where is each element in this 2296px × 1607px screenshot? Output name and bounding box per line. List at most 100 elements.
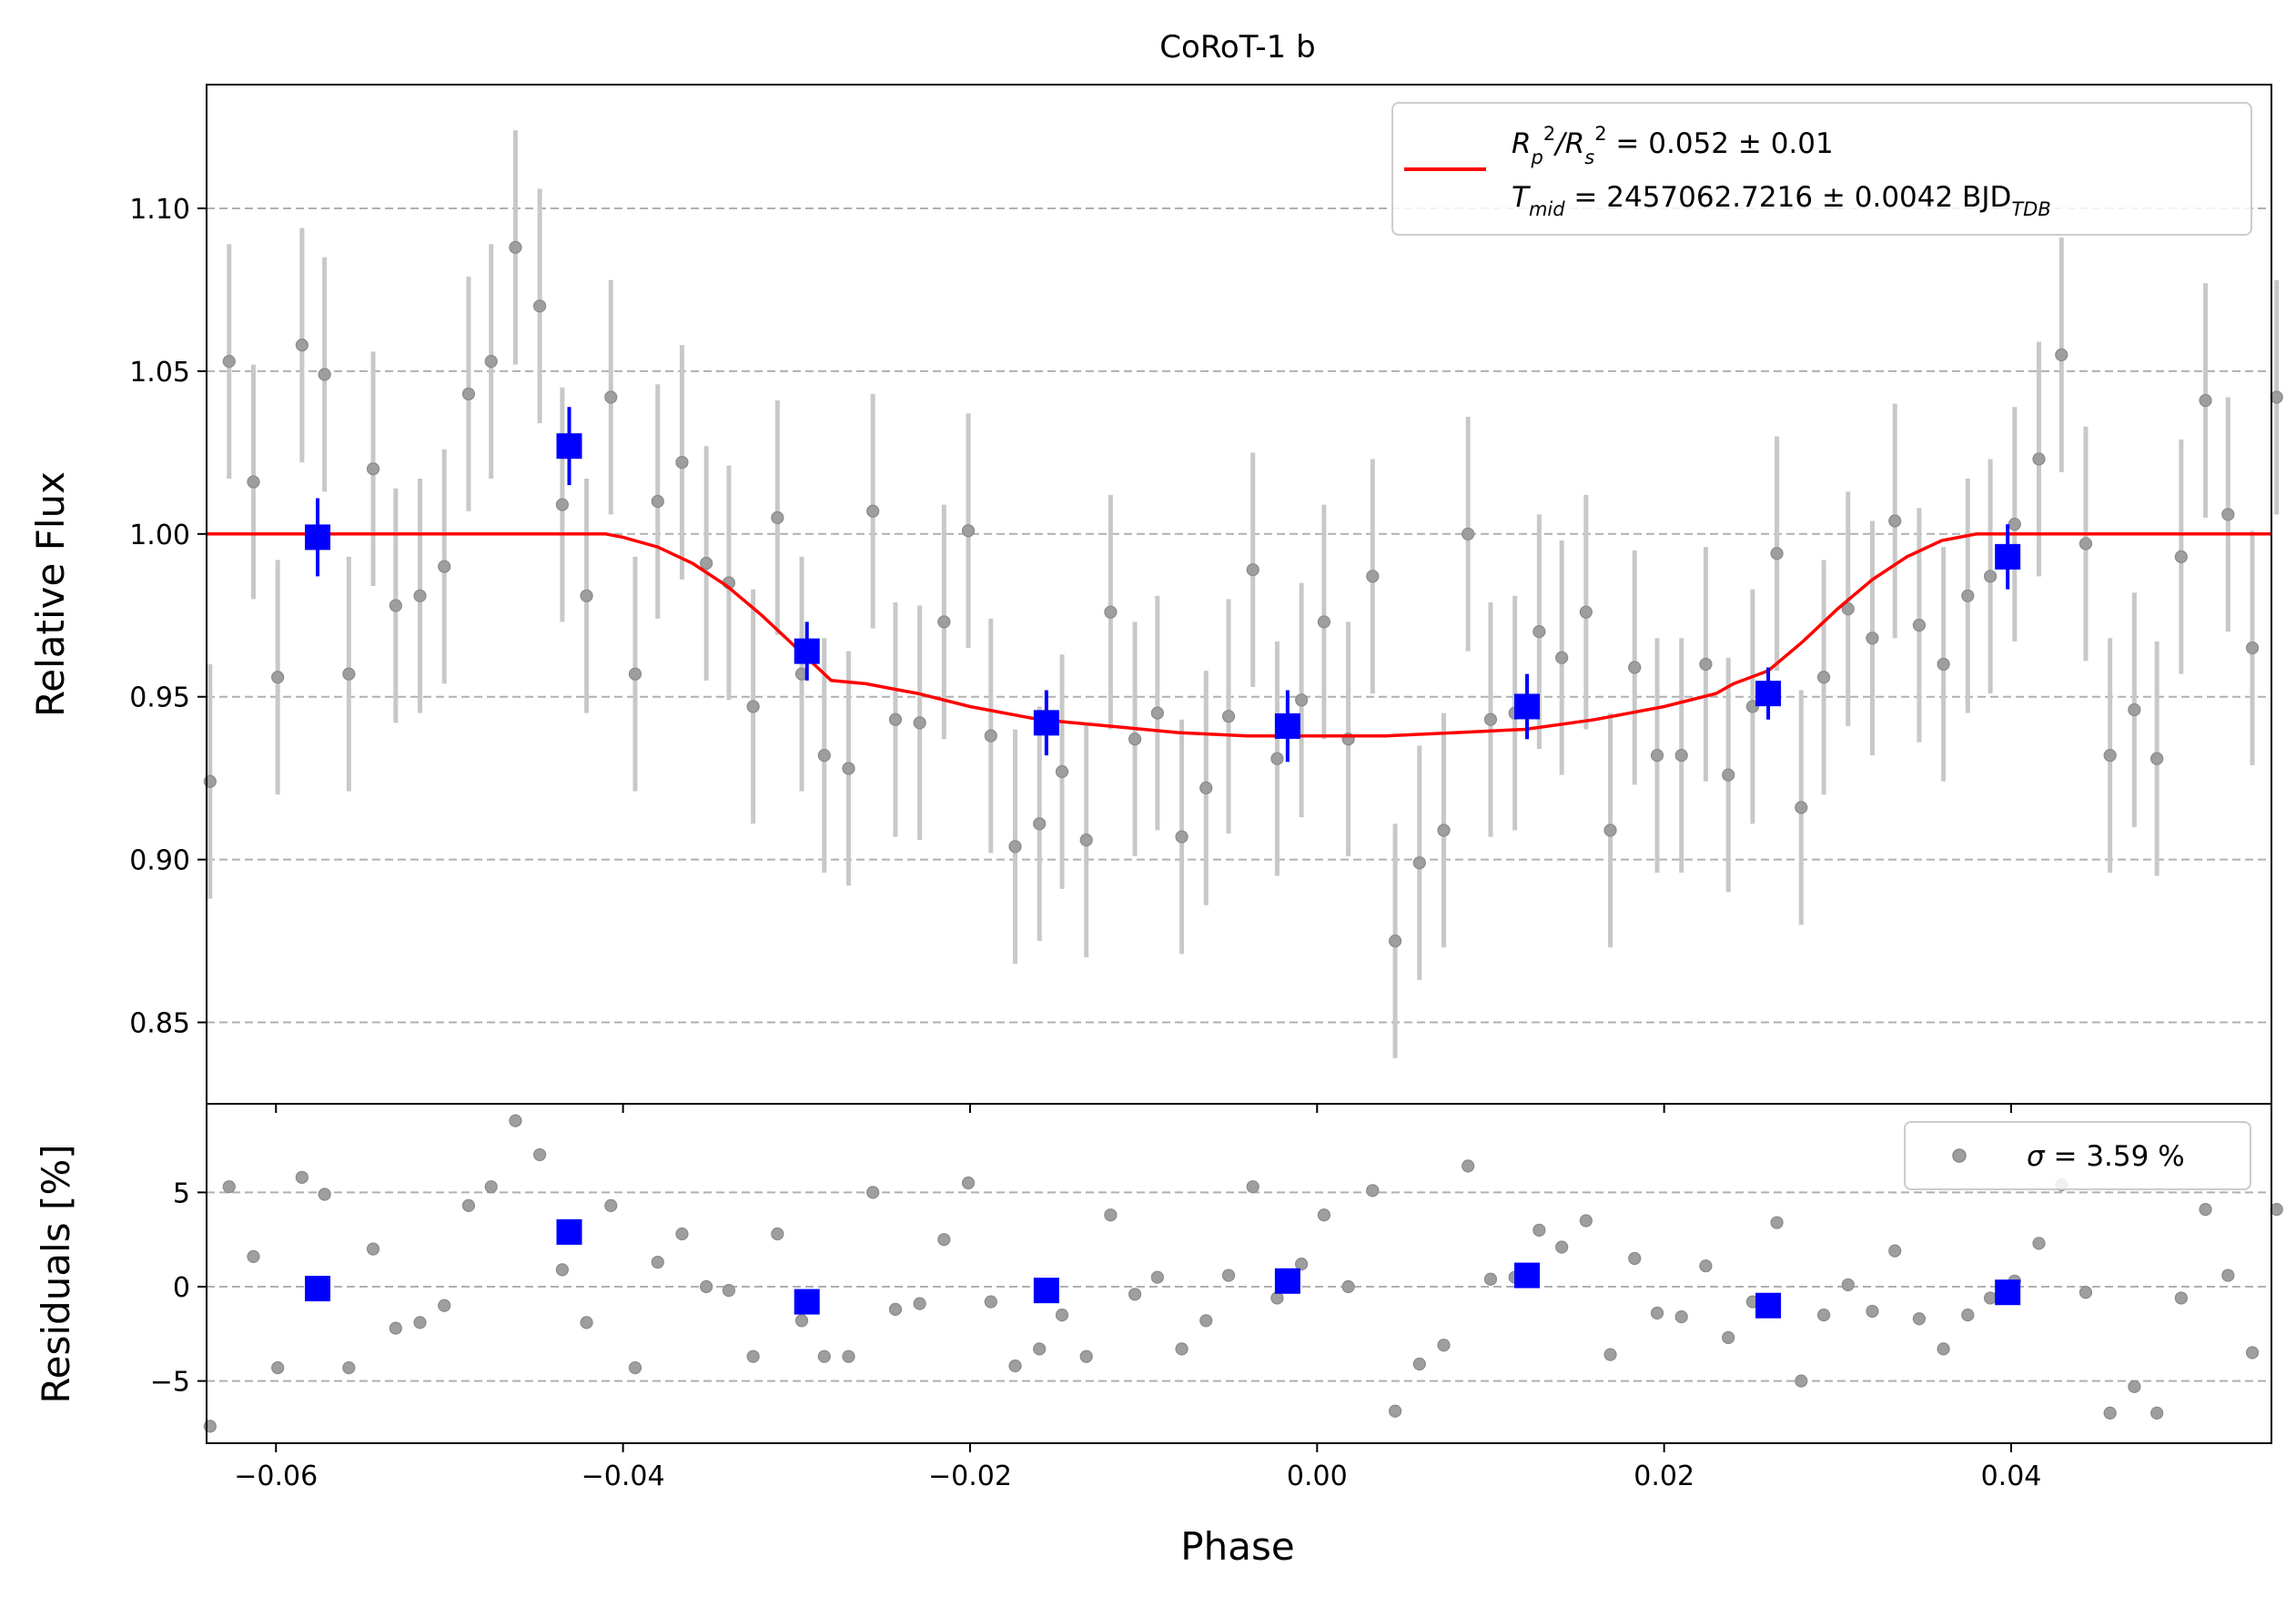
raw-data-point [1937,657,1950,672]
raw-data-point [247,475,260,489]
raw-points [203,240,2283,948]
residual-point [295,1170,308,1184]
raw-data-point [1722,768,1735,782]
raw-data-point [2103,749,2117,763]
raw-data-point [222,355,236,369]
residual-point [1221,1268,1236,1282]
residual-point [1674,1310,1688,1324]
raw-data-point [389,599,402,612]
raw-data-point [2270,390,2283,404]
residual-point [1603,1348,1617,1361]
residual-point [651,1255,664,1269]
residual-point [984,1295,997,1309]
residual-point [1483,1272,1498,1286]
residual-point [1579,1214,1593,1228]
residual-point [1699,1259,1713,1273]
residual-point [271,1361,285,1375]
raw-data-point [1462,527,1475,541]
residual-point [1722,1330,1735,1345]
residual-point [580,1316,593,1329]
residual-point [675,1227,689,1241]
x-axis-title: Phase [1180,1524,1294,1569]
raw-data-point [438,560,451,573]
raw-data-point [366,462,380,476]
raw-data-point [746,700,760,713]
raw-data-point [1532,625,1546,639]
residual-point [1033,1342,1047,1356]
raw-data-point [651,494,664,509]
residual-y-axis: −5 0 5 [150,1177,207,1399]
residual-point [509,1114,522,1127]
residual-point [913,1297,926,1310]
legend-mid-time: Tmid = 2457062.7216 ± 0.0042 BJDTDB [1512,181,2051,220]
residual-point [222,1180,236,1194]
residual-point [461,1198,476,1213]
raw-data-point [1841,602,1855,616]
residual-point [1055,1308,1069,1322]
raw-data-point [295,339,308,352]
main-legend-box [1391,102,2252,236]
raw-data-point [961,524,976,538]
residual-point [2221,1268,2235,1282]
binned-data-point [1995,543,2021,570]
residual-point [413,1316,427,1329]
binned-data-point [1755,681,1782,707]
main-y-axis-title: Relative Flux [28,471,73,717]
residual-point [2245,1346,2260,1359]
residual-point [604,1198,618,1213]
main-y-tick-label: 0.95 [129,682,190,714]
raw-data-point [817,749,831,763]
raw-data-point [2245,641,2260,655]
residual-point [318,1188,331,1201]
raw-data-point [555,498,569,511]
residual-point [1366,1184,1380,1198]
residual-point [1841,1278,1855,1292]
residual-point [532,1147,547,1162]
residual-point [1175,1342,1188,1356]
raw-data-point [1295,693,1309,707]
residual-point [2128,1380,2141,1393]
residual-y-axis-title: Residuals [%] [34,1144,78,1403]
residual-point [746,1349,760,1363]
raw-data-point [1628,661,1642,674]
residual-binned-point [556,1218,582,1245]
residual-point [555,1263,569,1277]
residual-point [1816,1308,1831,1322]
chart-title: CoRoT-1 b [1159,29,1315,66]
residual-point [771,1227,784,1241]
residual-point [628,1361,642,1375]
raw-data-point [1650,749,1664,763]
raw-data-point [318,368,331,381]
binned-data-point [556,433,582,460]
residual-point [1389,1404,1402,1418]
residual-point [1412,1357,1426,1371]
legend-radius-ratio: Rp2/Rs2 = 0.052 ± 0.01 [1512,123,1834,168]
residual-point [438,1299,451,1312]
residual-point [1295,1258,1309,1271]
raw-data-point [271,671,285,684]
residual-point [484,1180,498,1194]
raw-data-point [1674,749,1688,763]
residual-point [700,1279,713,1294]
residual-point [1270,1291,1284,1305]
binned-data-point [1033,710,1059,736]
residual-point [1199,1314,1213,1328]
residual-point [722,1284,736,1298]
binned-points [305,407,2021,763]
x-tick-label: −0.06 [234,1460,318,1492]
x-tick-label: −0.02 [928,1460,1012,1492]
residual-point [1341,1279,1355,1294]
residual-point [1984,1291,1998,1305]
residual-binned-point [305,1276,331,1302]
residual-binned-point [794,1289,820,1315]
residual-legend-box [1904,1121,2251,1190]
raw-data-point [1555,651,1569,664]
residual-legend: σ = 3.59 % [1904,1121,2251,1190]
raw-data-point [1366,570,1380,583]
transit-model-line [207,532,2271,738]
residual-point [1462,1159,1475,1173]
raw-data-point [2221,508,2235,521]
x-tick-label: 0.04 [1981,1460,2042,1492]
residual-point [2079,1286,2093,1299]
residual-binned-point [1755,1292,1782,1319]
